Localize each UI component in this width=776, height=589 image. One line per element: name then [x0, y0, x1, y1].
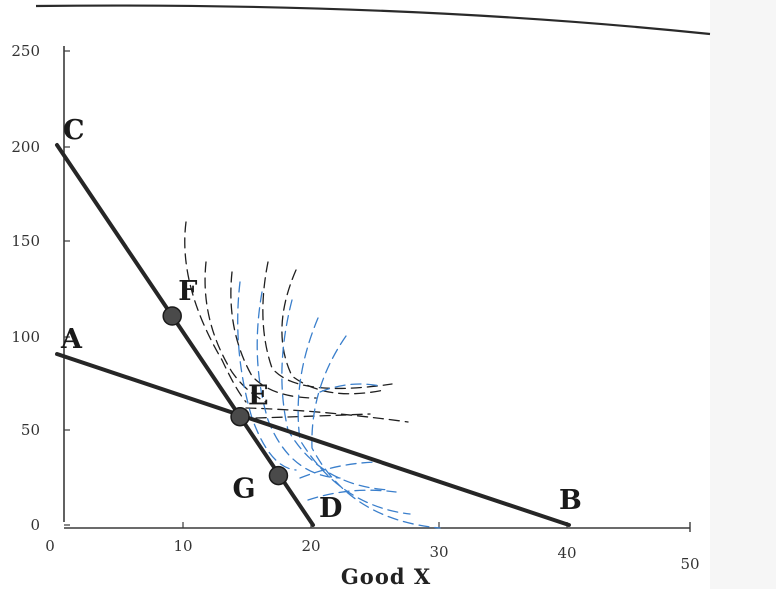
sketch-curve: [319, 383, 381, 393]
sketch-curve: [311, 335, 441, 529]
series-layer: [55, 143, 571, 527]
point-marker-f: [162, 306, 182, 326]
point-label-e: E: [248, 381, 269, 412]
y-tick-label: 150: [11, 232, 40, 250]
hand-drawn-curves-dark: [184, 221, 409, 423]
y-axis-ticks: 0 50 100 150 200 250: [11, 42, 70, 534]
x-tick-label: 10: [173, 537, 192, 555]
sketch-curve: [256, 291, 341, 479]
x-tick-label: 30: [429, 543, 448, 561]
point-label-b: B: [559, 485, 582, 516]
y-tick-label: 100: [11, 328, 40, 346]
sketch-curve: [204, 261, 267, 403]
y-tick-label: 250: [11, 42, 40, 60]
x-axis-ticks: 0 10 20 30 40 50: [45, 522, 700, 573]
series-line-1: [55, 352, 571, 527]
point-label-f: F: [178, 276, 197, 307]
sketch-curve: [255, 413, 371, 419]
x-tick-label: 50: [680, 555, 699, 573]
y-tick-label: 200: [11, 138, 40, 156]
x-tick-label: 20: [301, 537, 320, 555]
right-margin: [710, 0, 776, 589]
sketch-curve: [299, 461, 383, 479]
x-tick-label: 0: [45, 537, 55, 555]
y-tick-label: 0: [30, 516, 40, 534]
sketch-curve: [262, 261, 393, 390]
sketch-curve: [230, 271, 317, 399]
point-label-a: A: [60, 324, 83, 355]
point-label-d: D: [319, 493, 342, 524]
sketch-curve: [281, 269, 385, 395]
sketch-curve: [297, 317, 411, 515]
point-label-g: G: [232, 474, 255, 505]
series-line-2: [55, 143, 315, 527]
x-axis-title: Good X: [341, 564, 431, 589]
sketch-curve: [184, 221, 247, 403]
y-tick-label: 50: [21, 421, 40, 439]
sketch-curve: [245, 407, 409, 423]
sketch-curve: [237, 281, 297, 471]
page-curve: [35, 4, 711, 36]
point-label-c: C: [63, 115, 85, 146]
point-marker-g: [268, 465, 289, 486]
x-tick-label: 40: [557, 544, 576, 562]
sketch-curve: [307, 489, 397, 501]
point-marker-e: [230, 406, 250, 427]
points-layer: A B C D E F G: [60, 115, 582, 524]
